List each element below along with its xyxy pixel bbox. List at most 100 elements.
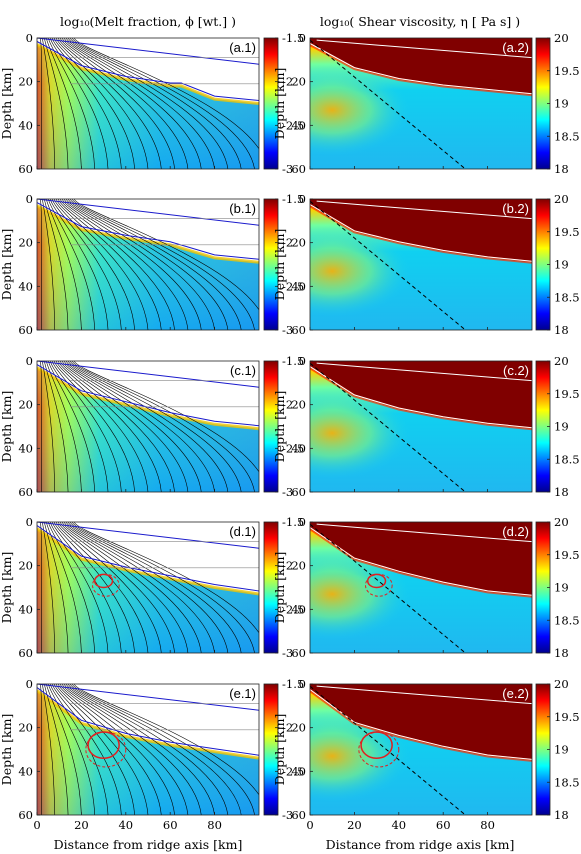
colorbar-tick-label: 19: [554, 581, 569, 595]
colorbar-tick-label: -1.5: [282, 192, 304, 206]
no-melt-region: [37, 522, 259, 594]
plate-line-lower: [37, 202, 259, 260]
colorbar-tick-label: -2.5: [282, 279, 304, 293]
y-axis-label: Depth [km]: [0, 391, 14, 463]
x-axis-label-left: Distance from ridge axis [km]: [54, 837, 243, 852]
panel-d-1: 0 20 40 60 Depth [km] (d.1) -1.5 -2 -2.5 -3: [0, 515, 304, 660]
streamline: [42, 684, 56, 815]
streamline: [42, 199, 56, 330]
colorbar-tick-label: 19: [554, 743, 569, 757]
lithosphere-region: [310, 361, 532, 429]
lithosphere-region: [310, 38, 532, 95]
plot-area: [310, 684, 532, 815]
y-tick-label: 0: [26, 677, 33, 691]
lithosphere-region: [310, 684, 532, 761]
lithosphere-region: [310, 522, 532, 597]
colorbar-tick-label: 18.5: [554, 613, 580, 627]
y-axis-label: Depth [km]: [0, 229, 14, 301]
colorbar: -1.5 -2 -2.5 -3: [263, 31, 304, 176]
colorbar-tick-label: 20: [554, 354, 569, 368]
y-tick-label: 40: [18, 441, 33, 455]
y-tick-label: 60: [291, 323, 306, 337]
y-tick-label: 60: [18, 162, 33, 176]
plot-area: [37, 684, 259, 815]
colorbar-tick-label: 18: [554, 162, 569, 176]
y-tick-label: 20: [18, 559, 33, 573]
colorbar-tick-label: -2.5: [282, 602, 304, 616]
colorbar-tick-label: -1.5: [282, 677, 304, 691]
isotherm-lower: [310, 43, 532, 95]
panel-label: (e.2): [502, 686, 529, 701]
y-tick-label: 0: [299, 354, 306, 368]
red-contour-dashed: [92, 573, 120, 597]
plot-area: [37, 199, 259, 330]
plot-area: [37, 361, 259, 492]
colorbar-tick-label: -2: [282, 75, 293, 89]
colorbar-gradient: [263, 521, 279, 654]
colorbar: 20 19.5 19 18.5 18: [535, 192, 580, 337]
x-tick-label: 40: [391, 818, 406, 832]
y-tick-label: 0: [26, 31, 33, 45]
y-tick-label: 40: [291, 118, 306, 132]
panel-label: (a.2): [502, 40, 529, 55]
x-tick-label: 0: [306, 818, 313, 832]
plate-line-upper: [37, 361, 259, 388]
colorbar-tick-label: -3: [282, 485, 293, 499]
y-tick-label: 0: [26, 192, 33, 206]
x-tick-label: 20: [74, 818, 89, 832]
y-axis-label: Depth [km]: [272, 714, 287, 786]
streamline: [44, 199, 69, 330]
isotherm-upper: [316, 200, 532, 220]
colorbar: -1.5 -2 -2.5 -3: [263, 677, 304, 822]
colorbar: 20 19.5 19 18.5 18: [535, 354, 580, 499]
y-axis-label: Depth [km]: [272, 229, 287, 301]
melt-boundary-band: [37, 204, 259, 264]
plate-line-lower: [37, 525, 259, 592]
y-tick-label: 0: [26, 354, 33, 368]
colorbar-tick-label: 18: [554, 808, 569, 822]
y-tick-label: 20: [18, 236, 33, 250]
plate-line-upper: [37, 199, 259, 226]
x-tick-label: 20: [347, 818, 362, 832]
axes-frame: [309, 360, 533, 493]
dashed-line: [310, 685, 466, 815]
colorbar-tick-label: -2.5: [282, 764, 304, 778]
no-melt-region: [37, 361, 259, 429]
panel-e-1: 0 20 40 60 Depth [km] 0 20 40 60 80 (e.1) -1.5 -2 -2.…: [0, 677, 304, 832]
streamline: [46, 684, 82, 815]
colorbar-tick-label: 20: [554, 515, 569, 529]
colorbar-tick-label: -2.5: [282, 441, 304, 455]
y-tick-label: 20: [18, 75, 33, 89]
streamline: [44, 361, 69, 492]
y-axis-label: Depth [km]: [0, 552, 14, 624]
y-tick-label: 60: [18, 808, 33, 822]
axes-frame: [309, 683, 533, 816]
colorbar-tick-label: 19.5: [554, 64, 580, 78]
y-axis-label: Depth [km]: [272, 68, 287, 140]
streamline: [42, 38, 56, 169]
colorbar-tick-label: 19.5: [554, 710, 580, 724]
axes-frame: [309, 37, 533, 170]
y-tick-label: 40: [291, 441, 306, 455]
colorbar-tick-label: 19: [554, 420, 569, 434]
panel-b-1: 0 20 40 60 Depth [km] (b.1) -1.5 -2 -2.5 -3: [0, 192, 304, 337]
colorbar-tick-label: -3: [282, 323, 293, 337]
y-tick-label: 0: [299, 515, 306, 529]
streamline: [46, 522, 82, 653]
y-tick-label: 20: [291, 721, 306, 735]
x-axis-label-right: Distance from ridge axis [km]: [326, 837, 515, 852]
y-tick-label: 40: [18, 279, 33, 293]
isotherm-lower: [310, 689, 532, 760]
panel-label: (a.1): [229, 40, 256, 55]
colorbar-tick-label: -2: [282, 398, 293, 412]
isotherm-lower: [310, 366, 532, 429]
x-tick-label: 40: [118, 818, 133, 832]
panel-a-1: 0 20 40 60 Depth [km] (a.1) -1.5 -2 -2.5 -3: [0, 31, 304, 176]
melt-boundary-band: [37, 43, 259, 105]
plate-line-upper: [37, 684, 259, 711]
y-tick-label: 20: [18, 721, 33, 735]
y-tick-label: 20: [291, 236, 306, 250]
colorbar-tick-label: 18.5: [554, 129, 580, 143]
axes-frame: [36, 198, 260, 331]
y-tick-label: 40: [18, 118, 33, 132]
